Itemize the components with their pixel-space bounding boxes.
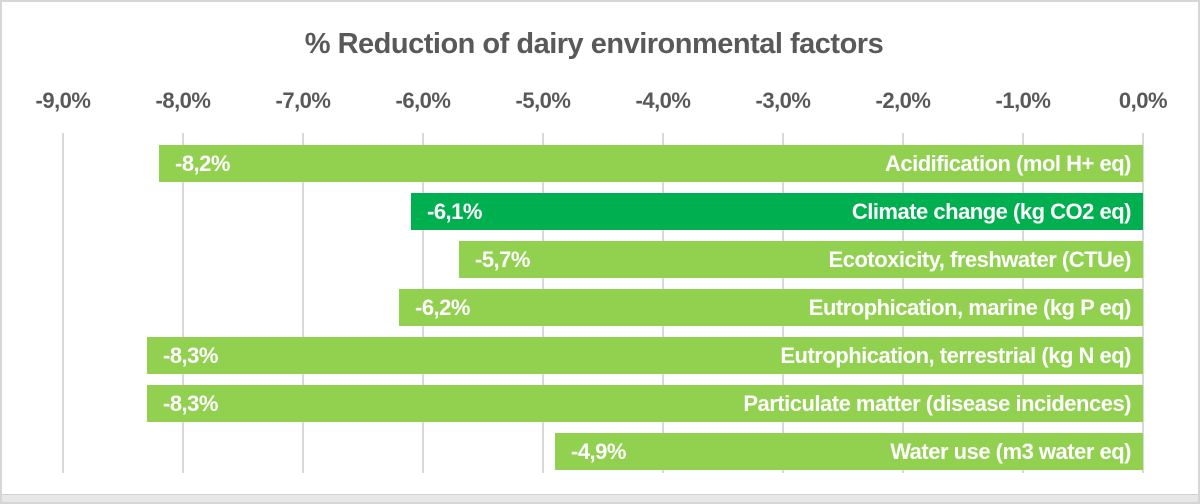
bar-category-label: Climate change (kg CO2 eq) [851, 199, 1132, 224]
gridline [62, 133, 64, 473]
bar-category-label: Ecotoxicity, freshwater (CTUe) [828, 247, 1132, 272]
chart-title: % Reduction of dairy environmental facto… [304, 28, 884, 60]
x-axis-tick-label: -4,0% [635, 88, 691, 113]
gridline [1142, 133, 1144, 473]
bar-category-label: Eutrophication, terrestrial (kg N eq) [780, 343, 1131, 368]
bar-value-label: -8,3% [163, 391, 218, 416]
bar-value-label: -8,3% [163, 343, 218, 368]
bar-value-label: -6,2% [415, 295, 470, 320]
x-axis-tick-label: 0,0% [1118, 88, 1168, 113]
bar-category-label: Acidification (mol H+ eq) [884, 151, 1132, 176]
bar-value-label: -4,9% [571, 439, 626, 464]
bar: -6,1% Climate change (kg CO2 eq) [411, 193, 1143, 230]
bar: -4,9% Water use (m3 water eq) [555, 433, 1143, 470]
bar: -8,3% Eutrophication, terrestrial (kg N e… [147, 337, 1143, 374]
bottom-strip [2, 494, 1198, 502]
x-axis-tick-label: -6,0% [395, 88, 451, 113]
bar: -5,7% Ecotoxicity, freshwater (CTUe) [459, 241, 1143, 278]
bar: -8,3% Particulate matter (disease inciden… [147, 385, 1143, 422]
gridline [302, 133, 304, 473]
x-axis-tick-label: -5,0% [515, 88, 571, 113]
bar-value-label: -8,2% [175, 151, 230, 176]
bar-value-label: -6,1% [427, 199, 482, 224]
x-axis-tick-label: -9,0% [35, 88, 91, 113]
bar-category-label: Particulate matter (disease incidences) [743, 391, 1131, 416]
bar: -6,2% Eutrophication, marine (kg P eq) [399, 289, 1143, 326]
bar-category-label: Water use (m3 water eq) [890, 439, 1131, 464]
x-axis-tick-label: -3,0% [755, 88, 811, 113]
x-axis-tick-label: -2,0% [875, 88, 931, 113]
bar: -8,2% Acidification (mol H+ eq) [159, 145, 1143, 182]
bar-value-label: -5,7% [475, 247, 530, 272]
x-axis-tick-label: -7,0% [275, 88, 331, 113]
gridline [182, 133, 184, 473]
bar-category-label: Eutrophication, marine (kg P eq) [808, 295, 1132, 320]
x-axis-tick-label: -8,0% [155, 88, 211, 113]
x-axis-tick-label: -1,0% [995, 88, 1051, 113]
